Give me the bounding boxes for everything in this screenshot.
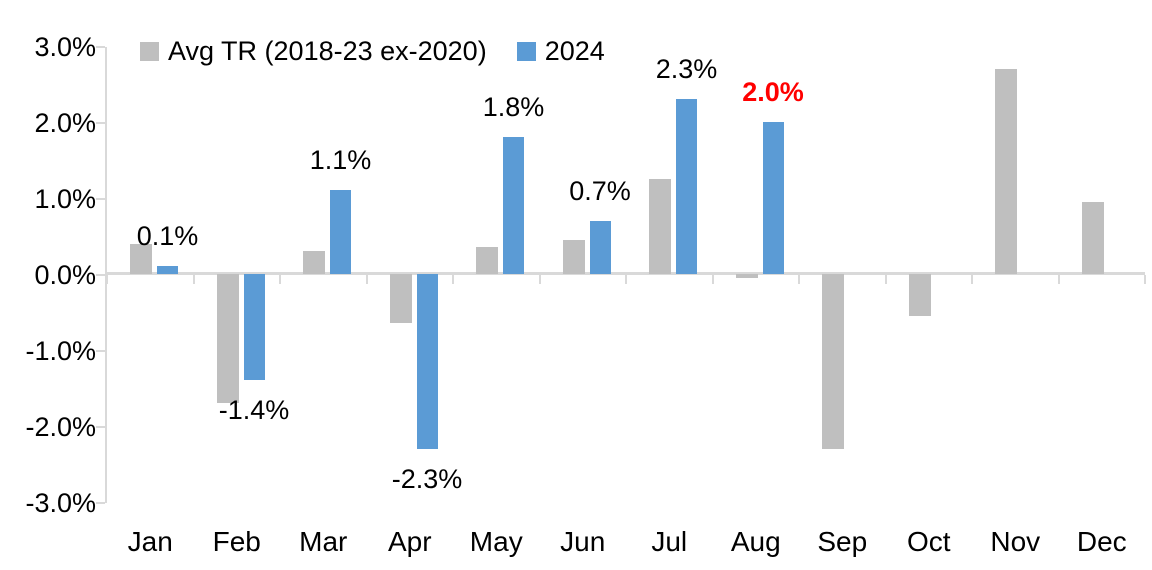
x-axis-tick <box>1057 275 1060 284</box>
bar-2024-aug <box>762 122 784 274</box>
y-axis-tick <box>96 198 105 200</box>
legend-item-avg-tr: Avg TR (2018-23 ex-2020) <box>140 36 487 66</box>
x-axis-label: Feb <box>212 526 261 557</box>
x-axis-label: Jan <box>127 526 173 557</box>
y-axis-tick <box>96 350 105 352</box>
bar-2024-jan <box>157 266 178 274</box>
y-axis-label: -3.0% <box>25 488 96 518</box>
y-axis-label: -1.0% <box>25 336 96 366</box>
data-label-feb: -1.4% <box>218 395 290 426</box>
bar-avg-aug <box>735 274 758 278</box>
data-label-apr: -2.3% <box>391 463 463 494</box>
data-label-aug: 2.0% <box>742 77 804 107</box>
data-label-may: 1.8% <box>482 92 545 123</box>
y-axis-tick <box>96 426 105 428</box>
data-label-mar: 1.1% <box>309 145 372 176</box>
y-axis-label: 0.0% <box>34 260 96 290</box>
legend: Avg TR (2018-23 ex-2020) 2024 <box>140 36 605 66</box>
bar-2024-jul <box>676 99 697 274</box>
bar-avg-jan <box>130 243 152 274</box>
y-axis-tick <box>96 122 105 124</box>
x-axis-tick <box>1144 275 1146 284</box>
bar-2024-mar <box>330 190 351 274</box>
bar-2024-apr <box>416 274 438 449</box>
bar-avg-jul <box>649 179 671 274</box>
x-axis-label: Jun <box>560 526 606 557</box>
bar-avg-dec <box>1081 201 1104 274</box>
bar-avg-sep <box>822 274 844 449</box>
x-axis-tick <box>971 275 973 284</box>
bar-avg-jun <box>562 239 585 274</box>
x-axis-label: Oct <box>906 526 951 557</box>
x-axis-tick <box>538 275 541 284</box>
x-axis-tick <box>884 275 887 284</box>
legend-label-2024: 2024 <box>544 36 605 66</box>
legend-swatch-2024-icon <box>516 41 536 61</box>
x-axis-label: Mar <box>299 526 348 557</box>
bar-2024-may <box>503 137 524 274</box>
bar-avg-may <box>476 247 498 274</box>
x-axis-line <box>105 272 1145 275</box>
bar-avg-feb <box>216 274 239 404</box>
y-axis-tick <box>96 502 105 504</box>
legend-item-2024: 2024 <box>516 36 605 66</box>
y-axis-label: 2.0% <box>34 108 96 138</box>
x-axis-tick <box>452 275 454 284</box>
x-axis-label: Apr <box>387 526 432 557</box>
x-axis-tick <box>365 275 368 284</box>
bar-2024-feb <box>243 274 265 381</box>
y-axis-label: -2.0% <box>25 412 96 442</box>
x-axis-tick <box>192 275 195 284</box>
y-axis-label: 3.0% <box>34 32 96 62</box>
y-axis-label: 1.0% <box>34 184 96 214</box>
x-axis-tick <box>798 275 800 284</box>
x-axis-tick <box>279 275 281 284</box>
bar-2024-jun <box>589 220 611 274</box>
x-axis-tick <box>625 275 627 284</box>
data-label-jan: 0.1% <box>136 221 199 252</box>
bar-avg-nov <box>995 68 1017 274</box>
data-label-jun: 0.7% <box>569 175 631 206</box>
x-axis-tick <box>106 275 108 284</box>
bar-avg-mar <box>303 251 325 274</box>
x-axis-tick <box>711 275 714 284</box>
x-axis-label: Nov <box>990 526 1041 557</box>
x-axis-label: Dec <box>1076 526 1127 557</box>
x-axis-label: Sep <box>817 526 868 557</box>
bar-avg-apr <box>389 274 412 324</box>
data-label-jul: 2.3% <box>655 54 718 85</box>
legend-swatch-avg-tr-icon <box>140 41 159 61</box>
y-axis-tick <box>96 274 105 276</box>
y-axis-tick <box>96 46 105 48</box>
x-axis-label: May <box>469 526 523 557</box>
legend-label-avg-tr: Avg TR (2018-23 ex-2020) <box>168 36 487 66</box>
bar-avg-oct <box>908 274 931 316</box>
x-axis-label: Jul <box>651 526 688 557</box>
x-axis-label: Aug <box>730 526 781 557</box>
